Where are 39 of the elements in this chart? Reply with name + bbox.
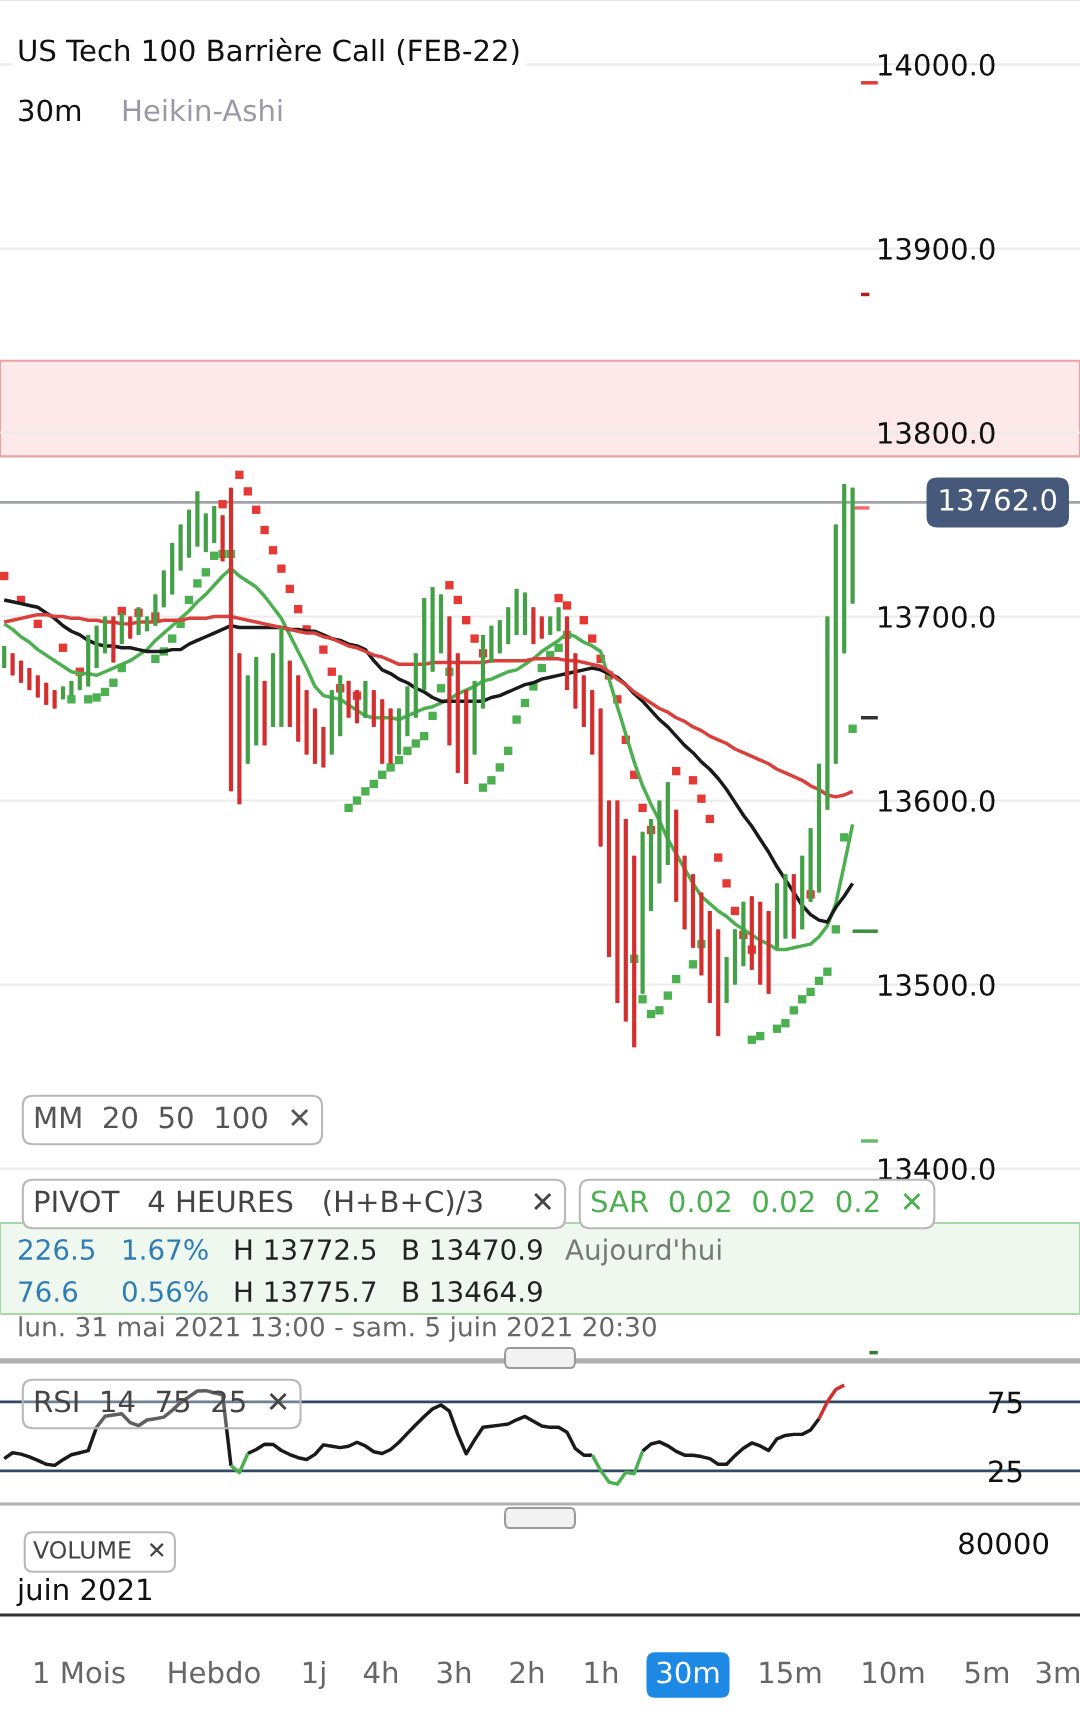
annotation: MM 20 50 100 ✕	[35, 1106, 309, 1129]
y-tick-label: 13800.0	[879, 421, 995, 444]
annotation: H 13775.7	[235, 1281, 376, 1303]
text: 2h	[510, 1660, 544, 1684]
annotation: B 13464.9	[403, 1281, 542, 1303]
annotation: PIVOT 4 HEURES (H+B+C)/3 ✕	[35, 1189, 552, 1216]
y-tick-label: 13400.0	[879, 1158, 995, 1181]
text: 1 Mois	[35, 1660, 125, 1684]
text: 3h	[437, 1660, 471, 1684]
y-tick-label: 13700.0	[879, 605, 995, 628]
y-tick-label: 14000.0	[879, 53, 995, 76]
text: 10m	[863, 1661, 924, 1684]
text: 1h	[585, 1660, 618, 1684]
text: juin 2021	[16, 1577, 151, 1607]
text: 30m	[19, 99, 81, 122]
text: 1j	[303, 1660, 325, 1690]
text: 3m	[1036, 1661, 1080, 1684]
annotation: B 13470.9	[403, 1239, 542, 1261]
ref-line-label: 13762.0	[940, 488, 1057, 511]
text: 15m	[760, 1661, 821, 1684]
y-tick-label: 13900.0	[879, 237, 995, 260]
annotation: 76.6	[19, 1281, 78, 1303]
annotation: Heikin-Ashi	[123, 98, 282, 122]
annotation: H 13772.5	[235, 1239, 376, 1261]
annotation: 226.5	[19, 1239, 95, 1261]
text: VOLUME ✕	[33, 1540, 164, 1559]
text: 5m	[965, 1661, 1009, 1684]
text: 80000	[959, 1532, 1049, 1555]
text: Hebdo	[169, 1660, 260, 1684]
text: 4h	[363, 1660, 398, 1684]
annotation: SAR 0.02 0.02 0.2 ✕	[591, 1190, 921, 1213]
y-tick-label: 13500.0	[879, 974, 995, 997]
text: 30m	[657, 1661, 719, 1684]
text: US Tech 100 Barrière Call (FEB-22)	[19, 37, 519, 65]
annotation: Aujourd'hui	[565, 1238, 721, 1266]
annotation: 1.67%	[124, 1239, 208, 1261]
annotation: 0.56%	[122, 1281, 208, 1303]
y-tick-label: 13600.0	[879, 789, 995, 813]
annotation: lun. 31 mai 2021 13:00 - sam. 5 juin 2021 20:30	[19, 1316, 656, 1342]
